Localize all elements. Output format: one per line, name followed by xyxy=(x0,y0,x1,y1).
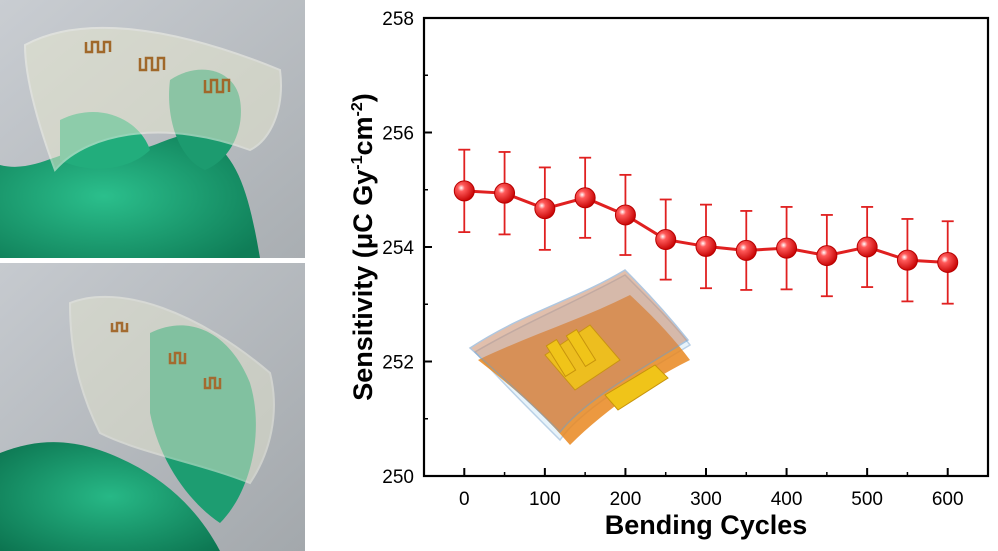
y-tick-label: 250 xyxy=(382,467,414,488)
x-axis-title: Bending Cycles xyxy=(605,510,808,540)
data-point xyxy=(776,237,798,259)
x-tick-label: 400 xyxy=(771,489,803,510)
data-point xyxy=(856,236,878,258)
x-tick-label: 200 xyxy=(610,489,642,510)
photo-flexible-film-top xyxy=(0,0,305,258)
photo-flexible-film-bottom xyxy=(0,263,305,551)
y-axis-title: Sensitivity (μC Gy-1cm-2) xyxy=(348,93,378,401)
y-tick-label: 258 xyxy=(382,9,414,30)
data-point xyxy=(937,251,959,273)
x-tick-label: 0 xyxy=(459,489,470,510)
y-axis-title-part: cm xyxy=(348,116,378,155)
y-axis-title-part: ) xyxy=(348,93,378,102)
data-point xyxy=(494,182,516,204)
data-point xyxy=(816,245,838,267)
data-point xyxy=(896,249,918,271)
data-point xyxy=(574,187,596,209)
sensitivity-chart: 0 100 200 300 400 500 600 250 252 254 256 258 Bendin… xyxy=(305,0,998,551)
x-tick-label: 600 xyxy=(932,489,964,510)
data-point xyxy=(735,239,757,261)
y-axis-title-superscript: -1 xyxy=(349,155,366,169)
y-tick-label: 256 xyxy=(382,124,414,145)
y-tick-label: 254 xyxy=(382,238,414,259)
flexible-device-inset xyxy=(468,269,692,445)
x-tick-label: 500 xyxy=(851,489,883,510)
x-tick-label: 300 xyxy=(690,489,722,510)
data-point xyxy=(614,204,636,226)
y-axis-title-superscript: -2 xyxy=(349,102,366,116)
data-point xyxy=(655,229,677,251)
x-tick-label: 100 xyxy=(529,489,561,510)
data-point xyxy=(534,198,556,220)
y-tick-label: 252 xyxy=(382,353,414,374)
y-axis-title-part: Sensitivity (μC Gy xyxy=(348,170,378,401)
data-point xyxy=(695,235,717,257)
data-point xyxy=(453,180,475,202)
